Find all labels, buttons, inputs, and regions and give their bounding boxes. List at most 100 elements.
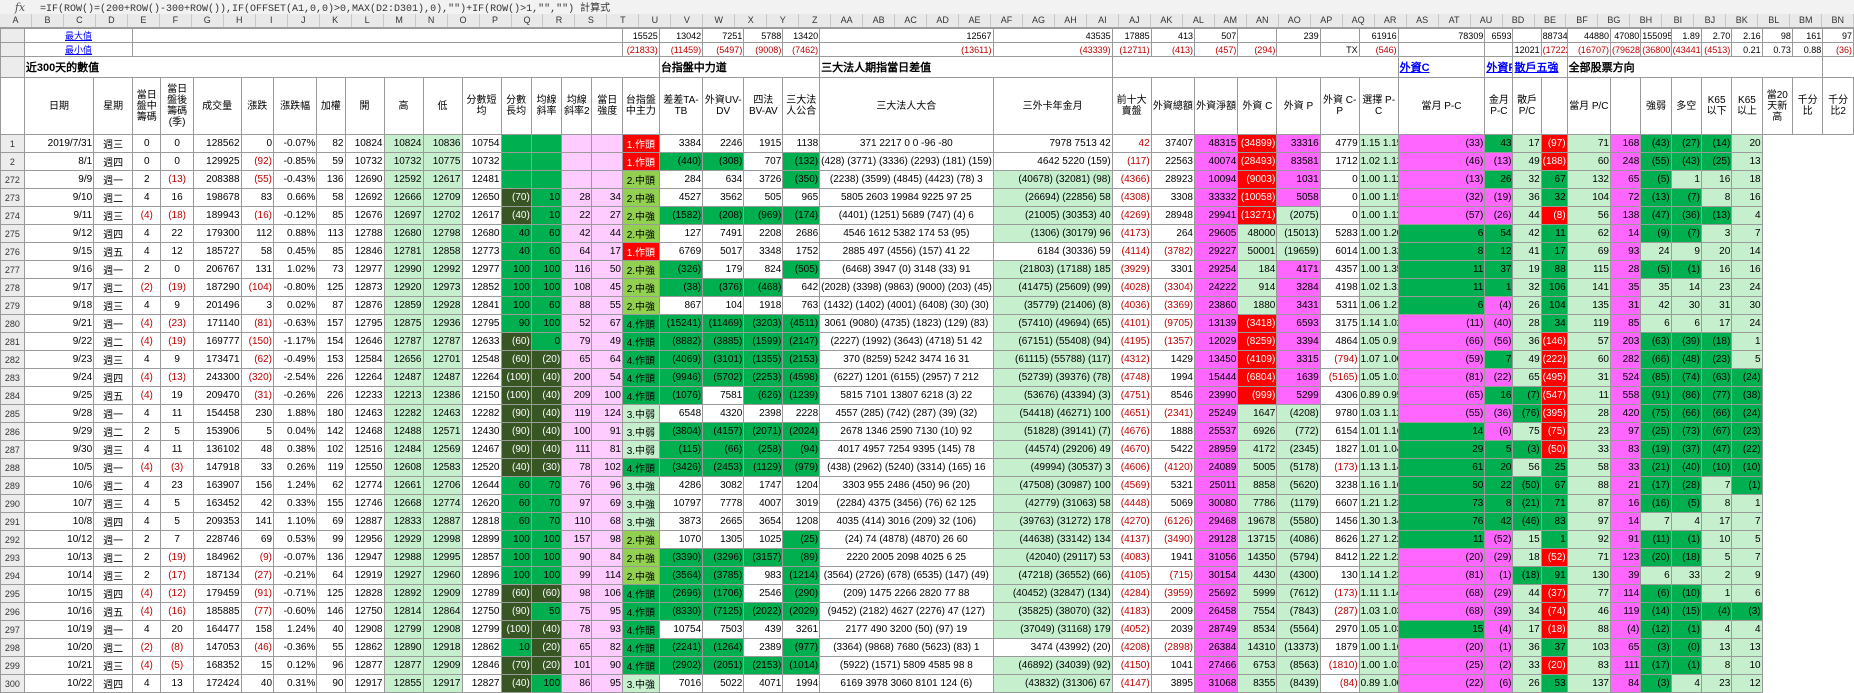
- direction-2[interactable]: (4): [1484, 620, 1514, 639]
- high-cell[interactable]: 12709: [422, 188, 463, 207]
- direction-1[interactable]: 15: [1397, 620, 1486, 639]
- score-long[interactable]: 100: [530, 566, 563, 585]
- direction-2[interactable]: (4): [1484, 296, 1514, 315]
- open-cell[interactable]: 12282: [383, 404, 424, 423]
- open-cell[interactable]: 12487: [383, 368, 424, 387]
- ta-tb[interactable]: (2453): [702, 458, 745, 477]
- high-cell[interactable]: 12386: [422, 386, 463, 405]
- summary-value[interactable]: [1276, 42, 1321, 57]
- weekday-cell[interactable]: 週一: [93, 170, 134, 189]
- after-chips[interactable]: (8): [160, 638, 194, 657]
- low-cell[interactable]: 12150: [461, 386, 502, 405]
- table-row[interactable]: 277 9/16 週一 2 0 206767 131 1.02% 73 12977 12990 129…: [0, 260, 1854, 279]
- foreign-net[interactable]: (9705): [1150, 314, 1196, 333]
- open-cell[interactable]: 12799: [383, 620, 424, 639]
- new-high-20[interactable]: (75): [1540, 422, 1568, 441]
- above-ma60[interactable]: (24): [1731, 404, 1763, 423]
- institutional-diff[interactable]: 4546 1612 5382 174 53 (95): [819, 224, 994, 243]
- open-cell[interactable]: 12488: [383, 422, 424, 441]
- direction-3[interactable]: 65: [1512, 368, 1542, 387]
- per-mille[interactable]: 130: [1566, 566, 1611, 585]
- new-high-20[interactable]: 1: [1540, 530, 1568, 549]
- volume-cell[interactable]: 129925: [192, 152, 242, 171]
- column-title[interactable]: 開: [344, 77, 385, 135]
- direction-1[interactable]: (81): [1397, 368, 1486, 387]
- top10-cell[interactable]: (40452) (32847) (134): [992, 584, 1113, 603]
- per-mille[interactable]: 137: [1566, 674, 1611, 693]
- high-cell[interactable]: 12583: [422, 458, 463, 477]
- ma-slope-2[interactable]: [591, 170, 623, 189]
- strength-cell[interactable]: 4.作頭: [621, 386, 660, 405]
- summary-value[interactable]: 13042: [658, 28, 704, 43]
- column-header-H[interactable]: H: [224, 14, 256, 27]
- direction-1[interactable]: (46): [1397, 152, 1486, 171]
- blank-cell[interactable]: [132, 28, 623, 43]
- after-chips[interactable]: 5: [160, 422, 194, 441]
- uv-dv[interactable]: 1918: [743, 296, 784, 315]
- range-cell[interactable]: 59: [316, 152, 346, 171]
- ma-slope-2[interactable]: 114: [591, 566, 623, 585]
- per-mille-2[interactable]: 91: [1609, 530, 1642, 549]
- column-header-AD[interactable]: AD: [927, 14, 960, 27]
- above-ma10[interactable]: (1): [1670, 620, 1702, 639]
- direction-3[interactable]: (46): [1512, 512, 1542, 531]
- low-cell[interactable]: 12467: [461, 440, 502, 459]
- above-ma5[interactable]: (3): [1640, 674, 1672, 693]
- date-cell[interactable]: 9/16: [23, 260, 95, 279]
- ma-slope-2[interactable]: 17: [591, 242, 623, 261]
- per-mille-2[interactable]: 16: [1609, 494, 1642, 513]
- direction-1[interactable]: (32): [1397, 188, 1486, 207]
- above-ma10[interactable]: 6: [1670, 314, 1702, 333]
- intraday-chips[interactable]: 4: [132, 188, 162, 207]
- summary-value[interactable]: 12567: [819, 28, 994, 43]
- date-cell[interactable]: 9/25: [23, 386, 95, 405]
- institutional-diff[interactable]: 370 (8259) 5242 3474 16 31: [819, 350, 994, 369]
- ma-slope[interactable]: [561, 134, 593, 153]
- column-header-O[interactable]: O: [448, 14, 480, 27]
- foreign-c[interactable]: 48315: [1193, 134, 1239, 153]
- intraday-chips[interactable]: (4): [132, 332, 162, 351]
- tx-force[interactable]: (2696): [658, 584, 704, 603]
- per-mille-2[interactable]: 28: [1609, 260, 1642, 279]
- index-cell[interactable]: 12646: [344, 332, 385, 351]
- ma-slope[interactable]: 65: [561, 638, 593, 657]
- date-cell[interactable]: 9/28: [23, 404, 95, 423]
- ma-slope[interactable]: 88: [561, 296, 593, 315]
- institutional-diff[interactable]: (3364) (9868) 7680 (5623) (83) 1: [819, 638, 994, 657]
- column-header-AI[interactable]: AI: [1087, 14, 1119, 27]
- summary-value[interactable]: (12711): [1111, 42, 1152, 57]
- range-cell[interactable]: 102: [316, 440, 346, 459]
- after-chips[interactable]: 12: [160, 242, 194, 261]
- direction-1[interactable]: 76: [1397, 512, 1486, 531]
- direction-1[interactable]: (68): [1397, 602, 1486, 621]
- column-header-AE[interactable]: AE: [959, 14, 992, 27]
- above-ma60[interactable]: 16: [1731, 260, 1763, 279]
- pc-ratios[interactable]: 1.30 1.34 1.28: [1358, 512, 1399, 531]
- foreign-cp[interactable]: 5058: [1276, 188, 1321, 207]
- score-short[interactable]: (70): [500, 188, 532, 207]
- high-cell[interactable]: 12864: [422, 602, 463, 621]
- above-ma60[interactable]: 30: [1731, 296, 1763, 315]
- top10-cell[interactable]: (42040) (29117) 53: [992, 548, 1113, 567]
- direction-2[interactable]: (26): [1484, 206, 1514, 225]
- bv-av[interactable]: (1239): [782, 386, 821, 405]
- open-cell[interactable]: 12656: [383, 350, 424, 369]
- above-ma60[interactable]: (22): [1731, 440, 1763, 459]
- per-mille-2[interactable]: 558: [1609, 386, 1642, 405]
- above-ma10[interactable]: (0): [1670, 638, 1702, 657]
- ta-tb[interactable]: 2246: [702, 134, 745, 153]
- uv-dv[interactable]: 2389: [743, 638, 784, 657]
- score-short[interactable]: (70): [500, 656, 532, 675]
- top10-cell[interactable]: (67151) (55408) (94): [992, 332, 1113, 351]
- after-chips[interactable]: 19: [160, 386, 194, 405]
- table-row[interactable]: 272 9/9 週一 2 (13) 208388 (55) -0.43% 136 12690 125…: [0, 170, 1854, 189]
- ta-tb[interactable]: (4157): [702, 422, 745, 441]
- above-ma20[interactable]: (4): [1700, 602, 1733, 621]
- intraday-chips[interactable]: 4: [132, 620, 162, 639]
- low-cell[interactable]: 12899: [461, 530, 502, 549]
- uv-dv[interactable]: (1599): [743, 332, 784, 351]
- bv-av[interactable]: (2029): [782, 602, 821, 621]
- ta-tb[interactable]: 3082: [702, 476, 745, 495]
- column-header-AG[interactable]: AG: [1023, 14, 1055, 27]
- pc-ratios[interactable]: 1.13 1.14 1.15: [1358, 458, 1399, 477]
